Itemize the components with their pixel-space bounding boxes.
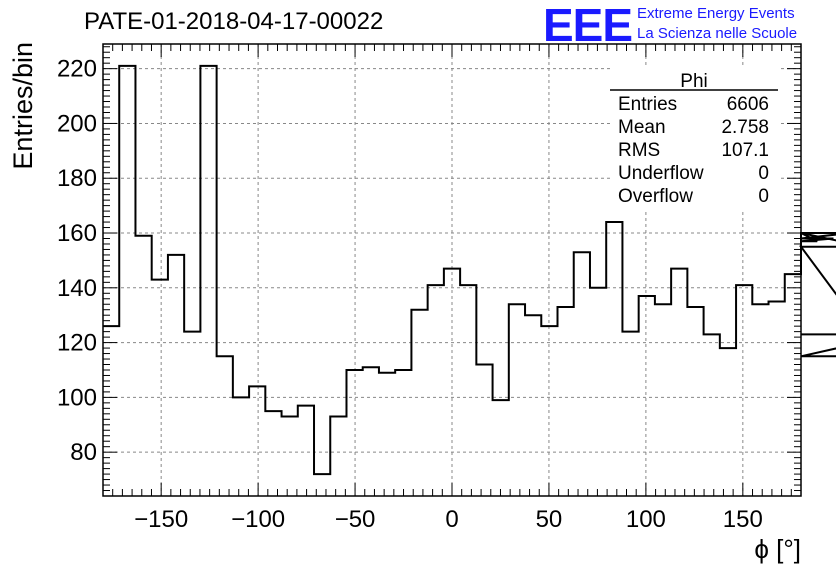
- histogram-bin: [282, 417, 298, 496]
- y-tick-label: 100: [57, 384, 97, 411]
- histogram-bin: [184, 332, 200, 496]
- logo-line-1: Extreme Energy Events: [637, 5, 795, 22]
- histogram-title: PATE-01-2018-04-17-00022: [84, 8, 384, 35]
- histogram-bin: [135, 236, 151, 496]
- stats-row-label: Overflow: [618, 186, 693, 207]
- histogram-bin: [558, 307, 574, 496]
- histogram-bin: [622, 332, 638, 496]
- histogram-bin: [525, 315, 541, 496]
- histogram-bin: [411, 310, 427, 496]
- y-tick-label: 180: [57, 165, 97, 192]
- histogram-bin: [428, 285, 444, 496]
- y-axis-label: Entries/bin: [8, 42, 38, 170]
- eee-logo-mark: EEE: [543, 0, 633, 51]
- histogram-bin: [168, 255, 184, 496]
- histogram-bin: [152, 280, 168, 496]
- histogram-bin: [639, 296, 655, 496]
- histogram-bin: [460, 285, 476, 496]
- y-tick-label: 140: [57, 275, 97, 302]
- histogram-bin: [249, 386, 265, 496]
- stats-box: Phi Entries 6606 Mean 2.758 RMS 107.1 Underflo…: [610, 68, 778, 210]
- histogram-bin: [103, 326, 119, 496]
- histogram-bin: [217, 356, 233, 496]
- x-tick-label: −50: [335, 506, 376, 533]
- stats-row-label: Underflow: [618, 163, 704, 184]
- eee-logo-caption: Extreme Energy Events La Scienza nelle S…: [637, 4, 797, 44]
- stats-row-label: Mean: [618, 117, 666, 138]
- stats-row-label: RMS: [618, 140, 660, 161]
- histogram-bin: [769, 302, 785, 496]
- y-tick-label: 120: [57, 330, 97, 357]
- axis-ticks: [103, 44, 801, 496]
- histogram-bin: [330, 417, 346, 496]
- stats-row-value: 0: [758, 186, 769, 207]
- x-tick-label: 0: [445, 506, 458, 533]
- histogram-bin: [233, 397, 249, 496]
- histogram-bin: [687, 307, 703, 496]
- histogram-bin: [509, 304, 525, 496]
- histogram-bin: [752, 304, 768, 496]
- histogram-bin: [200, 66, 216, 496]
- y-tick-label: 160: [57, 220, 97, 247]
- axis-tick-labels: −150 −100 −50 0 50 100 150 80 100 120 140 160 180 200…: [57, 56, 763, 533]
- x-tick-label: −100: [231, 506, 285, 533]
- stats-row-value: 2.758: [721, 117, 769, 138]
- grid-lines: [103, 44, 801, 496]
- stats-row-label: Entries: [618, 94, 677, 115]
- histogram-bin: [119, 66, 135, 496]
- histogram-bin: [476, 365, 492, 496]
- histogram-bin: [298, 406, 314, 496]
- histogram-bin: [379, 373, 395, 496]
- histogram-bin: [736, 285, 752, 496]
- histogram-bin: [720, 348, 736, 496]
- histogram-bin: [704, 334, 720, 496]
- y-tick-label: 80: [70, 439, 97, 466]
- histogram-bin: [265, 411, 281, 496]
- histogram-outline: [103, 64, 836, 476]
- stats-box-title: Phi: [680, 71, 707, 92]
- histogram-bin: [606, 222, 622, 496]
- x-tick-label: −150: [134, 506, 188, 533]
- x-tick-label: 100: [626, 506, 666, 533]
- stats-row-value: 6606: [727, 94, 769, 115]
- histogram-bin: [671, 269, 687, 496]
- x-tick-label: 150: [723, 506, 763, 533]
- x-axis-label: ϕ [°]: [754, 534, 801, 564]
- histogram-bin: [574, 252, 590, 496]
- logo-line-2: La Scienza nelle Scuole: [637, 25, 798, 42]
- stats-row-value: 107.1: [721, 140, 769, 161]
- histogram-bin: [395, 370, 411, 496]
- histogram-bin: [363, 367, 379, 496]
- histogram-bin: [590, 288, 606, 496]
- histogram-bin: [493, 400, 509, 496]
- eee-logo: EEE Extreme Energy Events La Scienza nel…: [543, 0, 797, 51]
- y-tick-label: 200: [57, 110, 97, 137]
- stats-row-value: 0: [758, 163, 769, 184]
- x-tick-label: 50: [536, 506, 563, 533]
- histogram-bin: [655, 304, 671, 496]
- y-tick-label: 220: [57, 56, 97, 83]
